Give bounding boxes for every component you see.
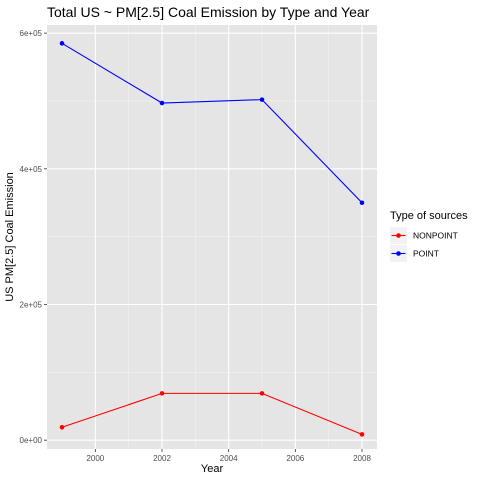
legend-label-nonpoint: NONPOINT [413,231,458,241]
grid-lines [47,25,377,449]
legend: Type of sources NONPOINT POINT [390,210,468,262]
data-point-nonpoint [259,391,265,396]
series-layer [59,41,365,437]
y-tick-label: 4e+05 [20,165,43,174]
y-axis-title: US PM[2.5] Coal Emission [4,172,16,302]
chart-title: Total US ~ PM[2.5] Coal Emission by Type… [47,4,370,20]
data-point-point [259,97,265,102]
x-tick-label: 2006 [286,454,304,463]
data-point-point [359,200,365,206]
x-tick-label: 2000 [86,454,104,463]
x-tick-label: 2004 [220,454,238,463]
axes: 2000 2002 2004 2006 2008 0e+00 2e+05 4e+05 6e+05 [20,29,372,463]
legend-point-point [396,251,401,256]
y-tick-label: 0e+00 [20,436,43,445]
series-line-point [61,42,363,204]
series-line-nonpoint [61,392,363,435]
x-tick-label: 2002 [153,454,171,463]
data-point-nonpoint [59,424,65,430]
legend-title: Type of sources [390,210,468,222]
data-point-nonpoint [359,432,365,437]
data-point-point [59,41,65,46]
legend-point-nonpoint [396,233,401,238]
x-tick-label: 2008 [353,454,371,463]
y-tick-label: 6e+05 [20,29,43,38]
plot-panel [47,25,377,449]
x-axis-title: Year [201,463,224,475]
y-tick-label: 2e+05 [20,301,43,310]
data-point-nonpoint [159,391,165,396]
data-point-point [159,100,165,106]
legend-label-point: POINT [413,249,439,259]
